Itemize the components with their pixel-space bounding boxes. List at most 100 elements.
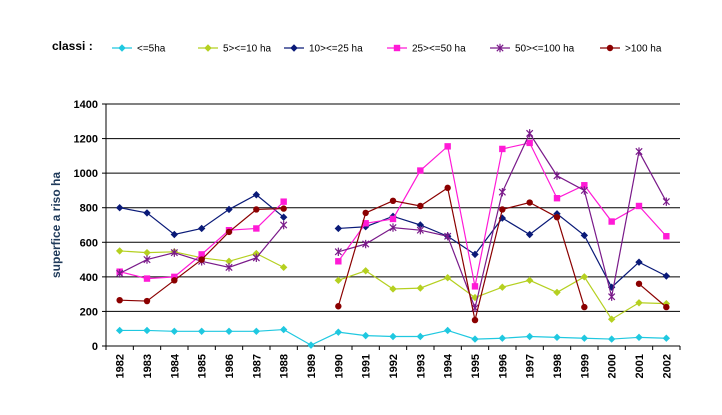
- legend-marker: [606, 44, 614, 52]
- data-point: [525, 332, 534, 341]
- data-point: [553, 171, 561, 180]
- data-point: [280, 220, 288, 230]
- data-point: [198, 251, 205, 258]
- data-point: [553, 288, 561, 297]
- data-point: [526, 129, 534, 138]
- data-point: [197, 224, 206, 233]
- data-point: [280, 205, 287, 212]
- data-point: [389, 215, 397, 223]
- data-point: [115, 247, 124, 255]
- data-point: [225, 205, 233, 214]
- series-5: [116, 184, 670, 324]
- data-point: [170, 248, 178, 257]
- data-point: [225, 228, 233, 236]
- x-tick-label: 1987: [251, 354, 263, 378]
- data-point: [635, 333, 643, 342]
- data-point: [252, 191, 261, 199]
- data-point: [361, 267, 370, 275]
- data-point: [444, 143, 451, 150]
- data-point: [143, 255, 151, 264]
- data-point: [334, 247, 342, 256]
- x-axis: 1982 1983 1984 1985 1986 1987 1988 1989 1990 1991…: [105, 346, 681, 378]
- series-line: [337, 186, 585, 321]
- data-point: [115, 204, 124, 212]
- legend-item: 25><=50 ha: [387, 44, 466, 55]
- data-point: [553, 195, 561, 202]
- x-tick-label: 1989: [306, 354, 318, 378]
- legend-label: 25><=50 ha: [412, 44, 466, 55]
- data-point: [471, 335, 479, 343]
- legend-item: 50><=100 ha: [490, 44, 575, 55]
- legend: <=5ha 5><=10 ha 10><=25 ha 25><=50 ha 50><=1…: [112, 44, 662, 55]
- data-point: [416, 284, 425, 292]
- data-point: [662, 272, 671, 280]
- y-axis: 0 200 400 600 800 1000 1200 1400: [74, 99, 107, 353]
- legend-item: 10><=25 ha: [284, 44, 363, 55]
- data-point: [116, 269, 124, 278]
- legend-label: 5><=10 ha: [223, 44, 272, 55]
- data-point: [143, 326, 151, 335]
- x-tick-label: 1996: [497, 354, 509, 378]
- y-tick-label: 400: [80, 272, 98, 284]
- data-point: [115, 326, 124, 335]
- data-point: [171, 277, 178, 284]
- data-point: [635, 202, 643, 210]
- data-point: [307, 341, 315, 349]
- data-point: [635, 280, 643, 287]
- data-point: [170, 327, 179, 336]
- data-point: [498, 187, 506, 197]
- x-tick-label: 1999: [579, 354, 591, 378]
- data-point: [279, 325, 288, 334]
- legend-marker: [393, 44, 401, 52]
- data-point: [607, 335, 616, 343]
- legend-marker: [496, 43, 504, 53]
- y-tick-label: 800: [80, 203, 98, 215]
- x-tick-label: 1997: [525, 354, 537, 378]
- data-point: [362, 209, 369, 217]
- data-point: [608, 218, 615, 225]
- data-point: [607, 315, 616, 323]
- x-tick-label: 1982: [115, 354, 127, 378]
- data-point: [443, 274, 452, 282]
- data-point: [525, 230, 534, 239]
- data-point: [143, 209, 151, 217]
- data-point: [197, 327, 206, 336]
- y-axis-label: superfice a riso ha: [49, 172, 63, 278]
- data-point: [362, 220, 369, 227]
- data-point: [253, 225, 260, 232]
- x-tick-label: 1983: [142, 354, 154, 378]
- data-point: [361, 331, 370, 340]
- y-tick-label: 1400: [74, 99, 98, 111]
- data-point: [525, 276, 534, 285]
- x-tick-label: 1998: [552, 354, 564, 378]
- data-point: [635, 258, 643, 266]
- data-point: [635, 147, 643, 156]
- data-point: [662, 197, 670, 206]
- x-tick-label: 1992: [388, 354, 400, 378]
- data-point: [335, 303, 342, 310]
- series-group: [115, 129, 671, 349]
- x-tick-label: 1986: [224, 354, 236, 378]
- data-point: [471, 250, 479, 259]
- data-point: [417, 167, 424, 174]
- data-point: [143, 297, 151, 305]
- data-point: [662, 334, 671, 342]
- data-point: [580, 231, 589, 240]
- grid: [106, 103, 680, 347]
- data-point: [663, 303, 670, 311]
- legend-label: <=5ha: [137, 44, 166, 55]
- data-point: [280, 198, 287, 205]
- data-point: [499, 145, 506, 153]
- data-point: [553, 214, 561, 221]
- data-point: [225, 263, 233, 272]
- x-tick-label: 1988: [279, 354, 291, 378]
- data-point: [389, 285, 397, 293]
- data-point: [580, 186, 588, 195]
- data-point: [253, 206, 260, 213]
- series-line: [338, 213, 667, 289]
- y-tick-label: 1000: [74, 168, 98, 180]
- data-point: [225, 327, 233, 336]
- data-point: [252, 253, 260, 263]
- data-point: [471, 316, 479, 324]
